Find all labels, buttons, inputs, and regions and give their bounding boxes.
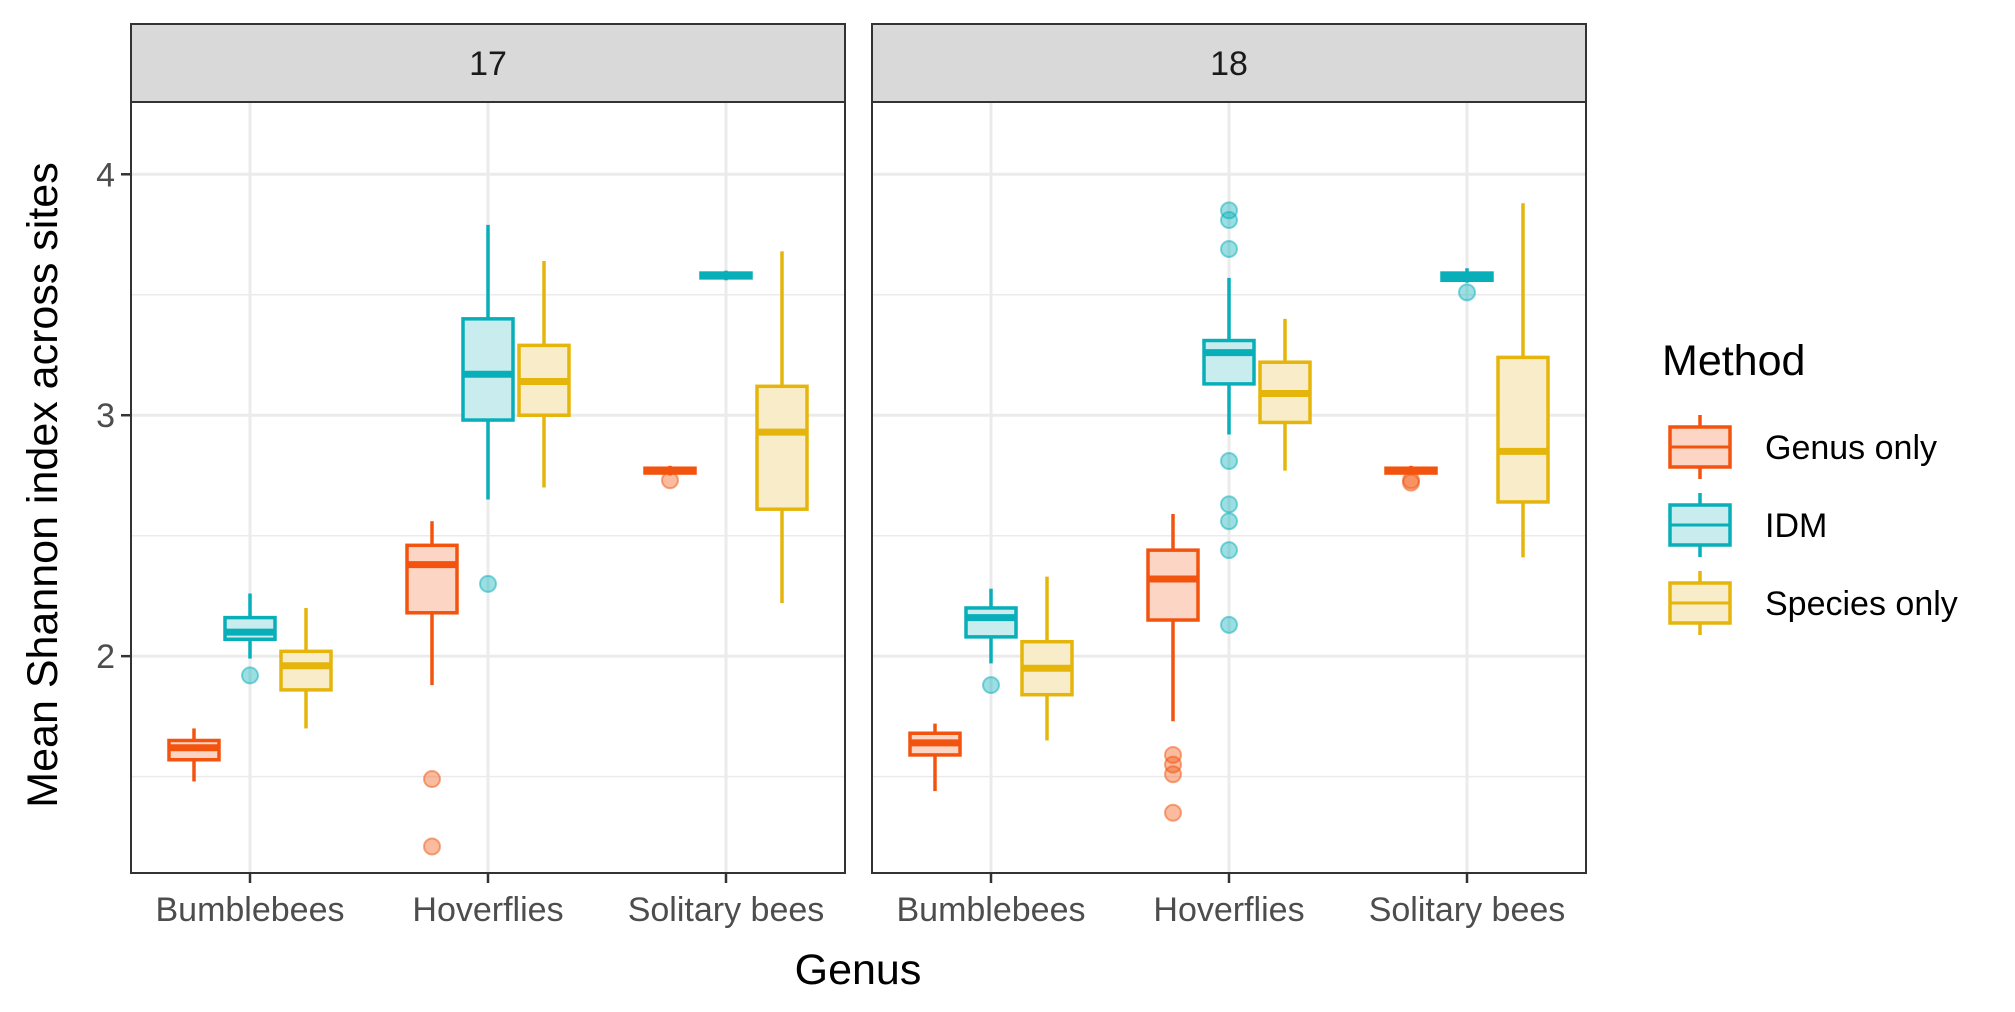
facet-strip — [130, 23, 846, 103]
box-iqr — [964, 606, 1018, 639]
outlier-point — [1458, 283, 1476, 302]
y-tick-label: 4 — [96, 156, 115, 194]
outlier-point — [1164, 803, 1182, 822]
box-iqr — [223, 615, 277, 642]
x-tick-label: Hoverflies — [1153, 891, 1304, 929]
x-axis-title: Genus — [795, 946, 922, 994]
y-axis-title: Mean Shannon index across sites — [19, 162, 67, 807]
legend-item-label: Genus only — [1765, 429, 1937, 467]
box-iqr — [1496, 355, 1550, 504]
outlier-point — [1164, 765, 1182, 784]
outlier-point — [661, 471, 679, 490]
box-iqr — [1146, 548, 1200, 622]
boxplot-bumblebees-idm — [964, 588, 1018, 695]
boxplot-solitary-bees-species-only — [755, 251, 809, 604]
boxplot-bumblebees-genus-only — [167, 728, 221, 782]
outlier-point — [1220, 211, 1238, 230]
outlier-point — [1220, 512, 1238, 531]
boxplot-solitary-bees-idm — [699, 270, 753, 281]
boxplot-hoverflies-genus-only — [1146, 514, 1200, 822]
facet-panels: 17 Bumblebees Hoverflies Solitary bees 18 Bum… — [96, 23, 1587, 929]
box-iqr — [405, 543, 459, 615]
facet-panel-18: 18 Bumblebees Hoverflies Solitary bees — [871, 23, 1587, 929]
boxplot-bumblebees-species-only — [1020, 576, 1074, 741]
boxplot-hoverflies-idm — [1202, 201, 1256, 634]
legend: Method Genus only IDM Species only — [1662, 337, 1958, 635]
boxplot-hoverflies-idm — [461, 224, 515, 593]
y-tick-label: 3 — [96, 397, 115, 435]
boxplot-solitary-bees-genus-only — [643, 465, 697, 490]
legend-item-label: IDM — [1765, 507, 1827, 545]
outlier-point — [1220, 541, 1238, 560]
x-tick-label: Bumblebees — [896, 891, 1085, 929]
x-tick-label: Bumblebees — [155, 891, 344, 929]
outlier-point — [241, 666, 259, 685]
outlier-point — [982, 676, 1000, 695]
facet-strip-label: 17 — [469, 45, 507, 83]
y-axis: 2 3 4 — [96, 156, 131, 676]
box-iqr — [461, 317, 515, 422]
outlier-point — [1402, 473, 1420, 492]
box-iqr — [1202, 338, 1256, 386]
outlier-point — [1164, 745, 1182, 764]
boxplot-hoverflies-species-only — [517, 261, 571, 488]
facet-panel-17: 17 Bumblebees Hoverflies Solitary bees — [130, 23, 846, 929]
x-tick-label: Hoverflies — [412, 891, 563, 929]
legend-title: Method — [1662, 337, 1805, 385]
boxplot-solitary-bees-species-only — [1496, 203, 1550, 558]
outlier-point — [1220, 239, 1238, 258]
legend-item-idm: IDM — [1668, 493, 1827, 557]
outlier-point — [1220, 451, 1238, 470]
outlier-point — [479, 574, 497, 593]
box-iqr — [755, 384, 809, 511]
facet-strip-label: 18 — [1210, 45, 1248, 83]
y-tick-label: 2 — [96, 638, 115, 676]
box-iqr — [279, 649, 333, 692]
boxplot-bumblebees-genus-only — [908, 723, 962, 792]
facet-strip — [871, 23, 1587, 103]
boxplot-bumblebees-idm — [223, 593, 277, 685]
legend-item-label: Species only — [1765, 585, 1958, 623]
legend-item-genus-only: Genus only — [1668, 415, 1937, 479]
outlier-point — [1220, 615, 1238, 634]
outlier-point — [423, 770, 441, 789]
outlier-point — [1220, 201, 1238, 220]
boxplot-hoverflies-genus-only — [405, 521, 459, 856]
outlier-point — [1220, 495, 1238, 514]
x-tick-label: Solitary bees — [1369, 891, 1566, 929]
x-tick-label: Solitary bees — [628, 891, 825, 929]
boxplot-hoverflies-species-only — [1258, 318, 1312, 471]
boxplot-solitary-bees-genus-only — [1384, 465, 1438, 492]
outlier-point — [423, 837, 441, 856]
legend-item-species-only: Species only — [1668, 571, 1958, 635]
boxplot-bumblebees-species-only — [279, 607, 333, 729]
outlier-point — [1164, 755, 1182, 774]
boxplot-solitary-bees-idm — [1440, 268, 1494, 302]
